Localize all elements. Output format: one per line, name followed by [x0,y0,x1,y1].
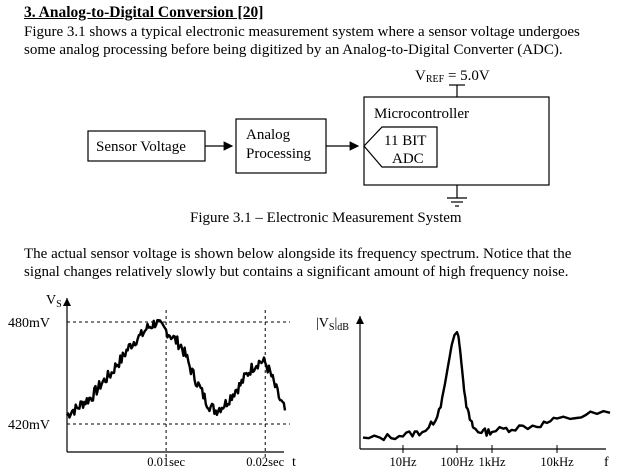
x-tick-label: 10Hz [389,455,417,469]
intro-line-2: some analog processing before being digi… [24,42,563,58]
y-axis-arrow [63,298,71,306]
adc-block [363,126,438,168]
adc-label-line1: 11 BIT [384,133,426,149]
x-tick-label: 10kHz [540,455,574,469]
x-axis-label: t [292,455,296,470]
x-tick-label: 0.01sec [147,455,185,469]
figure-caption: Figure 3.1 – Electronic Measurement Syst… [190,210,462,226]
y-tick-label: 420mV [8,418,50,433]
analog-label-line1: Analog [246,127,291,143]
y-axis-label: |VS|dB [316,316,349,333]
y-axis-arrow [356,316,364,324]
x-axis-label: f [604,455,609,470]
x-tick-label: 100Hz [440,455,474,469]
voltage-series-line [65,318,287,419]
analog-processing-block [235,118,327,174]
analog-label-line2: Processing [246,146,311,162]
microcontroller-label: Microcontroller [374,106,469,122]
body-line-2: signal changes relatively slowly but con… [24,264,569,280]
sensor-voltage-label: Sensor Voltage [96,139,186,155]
body-line-1: The actual sensor voltage is shown below… [24,246,572,262]
x-tick-label: 1kHz [478,455,506,469]
section-heading: 3. Analog-to-Digital Conversion [20] [24,4,264,21]
time-domain-chart: VS 480mV 420mV 0.01sec 0.02sec t [8,293,296,470]
spectrum-series-line [362,331,611,442]
y-tick-label: 480mV [8,316,50,331]
sensor-voltage-block [87,130,206,162]
x-tick-label: 0.02sec [246,455,284,469]
vref-label: VREF = 5.0V [415,68,490,85]
intro-line-1: Figure 3.1 shows a typical electronic me… [24,24,580,40]
y-axis-label: VS [46,293,62,310]
frequency-spectrum-chart: |VS|dB 10Hz 100Hz 1kHz 10kHz f [316,316,611,470]
adc-label-line2: ADC [392,151,424,167]
